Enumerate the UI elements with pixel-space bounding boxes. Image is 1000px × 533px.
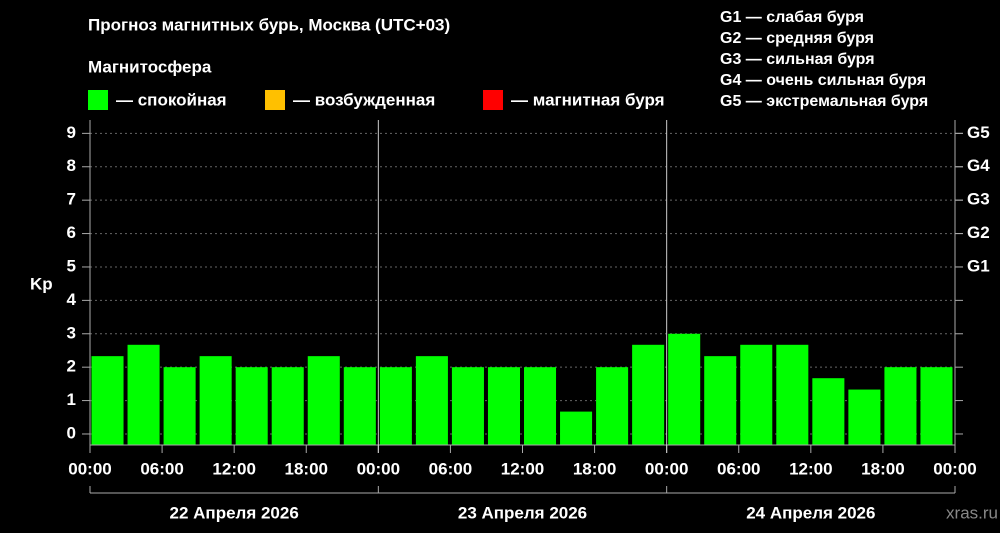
x-tick-label: 18:00: [285, 459, 328, 478]
bar: [343, 367, 376, 445]
x-tick-label: 06:00: [429, 459, 472, 478]
legend-swatch: [483, 90, 503, 110]
bar: [884, 367, 917, 445]
storm-legend-item: G3 — сильная буря: [720, 51, 875, 68]
day-label: 24 Апреля 2026: [746, 503, 875, 522]
x-tick-label: 18:00: [573, 459, 616, 478]
storm-legend-item: G1 — слабая буря: [720, 9, 864, 26]
bar: [235, 367, 268, 445]
bar: [776, 344, 809, 445]
bar: [307, 356, 340, 445]
legend-label: — возбужденная: [293, 90, 435, 109]
y-tick-label: 4: [67, 290, 77, 309]
bar: [199, 356, 232, 445]
y2-tick-label: G3: [967, 190, 990, 209]
x-tick-label: 06:00: [717, 459, 760, 478]
legend-label: — магнитная буря: [511, 90, 665, 109]
x-tick-label: 18:00: [861, 459, 904, 478]
bar: [271, 367, 304, 445]
x-tick-label: 00:00: [68, 459, 111, 478]
legend-swatch: [265, 90, 285, 110]
legend-label: — спокойная: [116, 90, 227, 109]
y-axis-label: Kp: [30, 274, 53, 293]
bar: [560, 411, 593, 445]
y-tick-label: 3: [67, 323, 76, 342]
bar: [632, 344, 665, 445]
x-tick-label: 12:00: [501, 459, 544, 478]
bar: [451, 367, 484, 445]
bar: [704, 356, 737, 445]
bar: [596, 367, 629, 445]
x-tick-label: 06:00: [140, 459, 183, 478]
y-tick-label: 7: [67, 190, 76, 209]
y-tick-label: 0: [67, 423, 76, 442]
watermark: xras.ru: [946, 503, 998, 522]
bar: [91, 356, 124, 445]
bar: [920, 367, 953, 445]
x-tick-label: 12:00: [212, 459, 255, 478]
legend-title: Магнитосфера: [88, 57, 212, 76]
bar: [668, 333, 701, 445]
x-tick-label: 12:00: [789, 459, 832, 478]
y2-tick-label: G4: [967, 156, 990, 175]
bar: [812, 378, 845, 445]
legend-swatch: [88, 90, 108, 110]
bar: [379, 367, 412, 445]
bar: [415, 356, 448, 445]
y-tick-label: 8: [67, 156, 76, 175]
y-tick-label: 6: [67, 223, 76, 242]
x-tick-label: 00:00: [645, 459, 688, 478]
storm-legend-item: G2 — средняя буря: [720, 30, 874, 47]
bar: [163, 367, 196, 445]
y-tick-label: 5: [67, 256, 76, 275]
x-tick-label: 00:00: [357, 459, 400, 478]
y2-tick-label: G1: [967, 256, 990, 275]
bar: [524, 367, 557, 445]
day-label: 23 Апреля 2026: [458, 503, 587, 522]
bar: [487, 367, 520, 445]
y2-tick-label: G5: [967, 123, 990, 142]
x-tick-label: 00:00: [933, 459, 976, 478]
chart-title: Прогноз магнитных бурь, Москва (UTC+03): [88, 15, 450, 34]
y-tick-label: 2: [67, 357, 76, 376]
y2-tick-label: G2: [967, 223, 990, 242]
bar: [740, 344, 773, 445]
y-tick-label: 9: [67, 123, 76, 142]
y-tick-label: 1: [67, 390, 76, 409]
storm-legend-item: G5 — экстремальная буря: [720, 93, 928, 110]
bar: [848, 389, 881, 445]
bar: [127, 344, 160, 445]
day-label: 22 Апреля 2026: [170, 503, 299, 522]
storm-legend-item: G4 — очень сильная буря: [720, 72, 926, 89]
